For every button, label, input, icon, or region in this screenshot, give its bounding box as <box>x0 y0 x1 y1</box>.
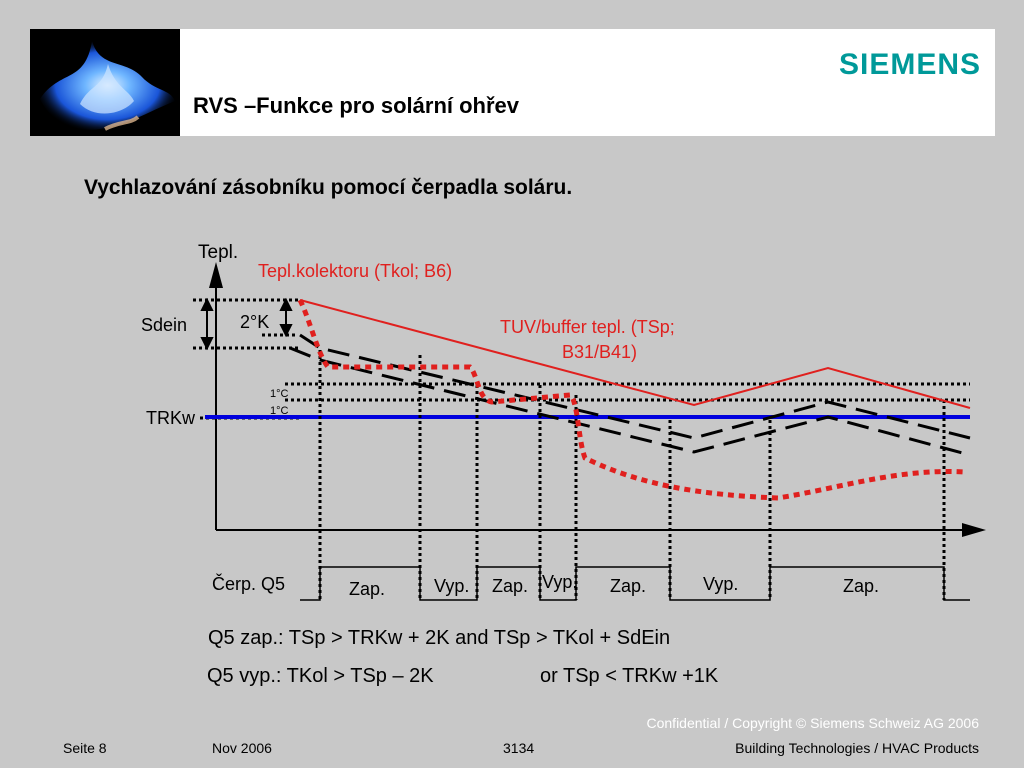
state-label: Vyp. <box>542 572 577 592</box>
slide-title: RVS –Funkce pro solární ohřev <box>193 93 520 118</box>
y-axis-label: Tepl. <box>198 242 238 263</box>
flame-logo-image <box>30 29 180 136</box>
storage-label-line1: TUV/buffer tepl. (TSp; <box>500 317 675 337</box>
collector-temp-line <box>299 299 971 409</box>
trkw-label: TRKw <box>146 408 196 428</box>
sdein-bracket <box>200 297 214 351</box>
footer-organization: Building Technologies / HVAC Products <box>735 740 979 756</box>
formula-pump-on: Q5 zap.: TSp > TRKw + 2K and TSp > TKol … <box>208 627 671 649</box>
state-label: Vyp. <box>703 574 738 594</box>
state-label: Zap. <box>349 579 385 599</box>
state-label: Zap. <box>610 576 646 596</box>
storage-temp-line <box>297 298 966 501</box>
state-label: Zap. <box>492 576 528 596</box>
copyright-text: Confidential / Copyright © Siemens Schwe… <box>646 715 980 731</box>
pump-label: Čerp. Q5 <box>212 573 285 594</box>
state-label: Zap. <box>843 576 879 596</box>
onec-label-1: 1°C <box>270 388 289 400</box>
sdein-label: Sdein <box>141 315 187 335</box>
formula-pump-off-alt: or TSp < TRKw +1K <box>540 665 719 687</box>
state-label: Vyp. <box>434 576 469 596</box>
footer-number: 3134 <box>503 740 535 756</box>
x-axis-arrow-icon <box>962 523 986 537</box>
siemens-logo: SIEMENS <box>838 48 981 81</box>
formula-pump-off: Q5 vyp.: TKol > TSp – 2K <box>207 665 434 687</box>
slide-subtitle: Vychlazování zásobníku pomocí čerpadla s… <box>84 176 573 199</box>
footer-date: Nov 2006 <box>212 740 272 756</box>
onec-label-2: 1°C <box>270 405 289 417</box>
collector-label: Tepl.kolektoru (Tkol; B6) <box>258 261 452 281</box>
storage-threshold-lines <box>289 333 971 457</box>
page-number: Seite 8 <box>63 740 107 756</box>
storage-label-line2: B31/B41) <box>562 342 637 362</box>
twok-bracket <box>279 297 293 338</box>
slide-header: RVS –Funkce pro solární ohřev SIEMENS <box>30 29 995 136</box>
pump-state-line <box>300 566 970 601</box>
y-axis-arrow-icon <box>209 262 223 288</box>
twok-label: 2°K <box>240 312 269 332</box>
